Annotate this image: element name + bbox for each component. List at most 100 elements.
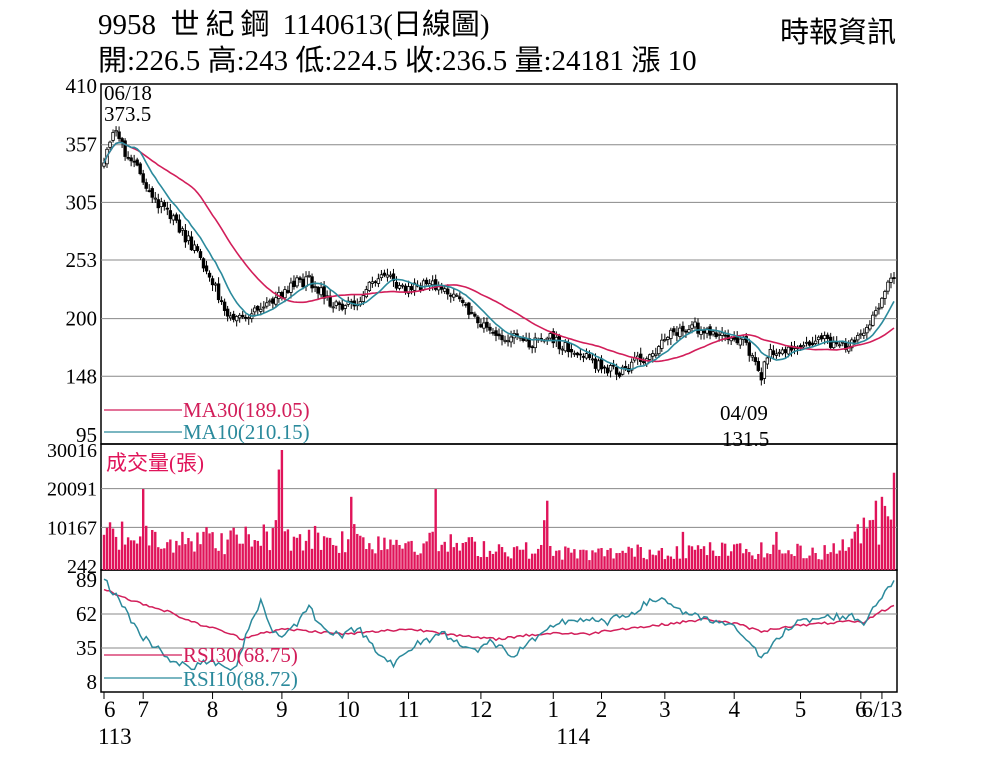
volume-bar [850,538,853,570]
volume-bar [322,536,326,570]
x-tick-label: 7 [137,697,149,722]
volume-bar [132,540,136,570]
x-year-label: 114 [556,724,590,749]
candle-body [810,342,815,346]
volume-bar [268,550,272,570]
volume-bar [799,545,802,570]
candle-body [533,337,537,349]
candle-body [587,354,592,359]
volume-bar [874,500,878,570]
candle-body [503,339,507,342]
volume-bar [778,549,781,570]
volume-bar [193,551,196,570]
volume-bar [238,543,241,570]
candle-body [400,284,405,287]
low-annotation-date: 04/09 [720,401,768,425]
volume-bar [889,519,893,570]
volume-bar [319,549,323,570]
volume-bar [377,536,380,570]
x-tick-label: 8 [207,697,219,722]
volume-bar [736,543,739,570]
candle-body [777,351,782,354]
volume-bar [446,551,449,570]
candle-body [675,332,679,336]
volume-bar [597,548,600,570]
volume-bar [129,540,133,570]
volume-value: 量:24181 [514,45,625,77]
volume-bar [570,552,573,570]
volume-bar [576,558,579,570]
candle-body [253,307,257,313]
candle-body [485,321,489,328]
candle-body [871,314,875,326]
volume-bar [184,544,187,570]
volume-bar [220,533,223,570]
candle-body [268,300,272,303]
price-tick-label: 305 [66,190,98,214]
volume-bar [497,544,501,570]
rsi10-legend-label: RSI10(88.72) [183,667,298,691]
x-tick-label: 6 [104,697,116,722]
volume-bar [211,532,214,570]
candle-body [473,313,477,317]
volume-bar [672,558,676,570]
candle-body [557,335,562,350]
candle-body [569,349,574,353]
candle-body [262,306,266,309]
candle-body [639,353,643,362]
candle-body [581,355,586,358]
candle-body [156,199,160,209]
volume-bar [552,555,555,570]
price-tick-label: 357 [66,133,98,157]
chart-kind: (日線圖) [383,9,490,41]
volume-bar [681,531,685,570]
volume-bar [289,550,293,570]
candle-body [660,339,664,349]
candle-body [590,358,595,361]
candle-body [629,361,634,371]
volume-bar [286,529,290,570]
candle-body [364,289,369,298]
volume-bar [684,558,688,570]
volume-bar [419,553,422,570]
volume-bar [126,537,130,570]
candle-body [883,291,887,299]
candle-body [412,282,417,291]
candle-body [738,338,742,346]
volume-bar [350,496,353,570]
volume-bar [772,544,775,570]
volume-bars [102,450,896,570]
volume-bar [331,544,335,570]
candle-body [696,322,700,334]
volume-bar [690,546,694,570]
volume-bar [151,529,154,570]
candle-body [801,344,806,348]
volume-bar [425,541,428,570]
candle-body [114,130,118,133]
candle-body [331,306,335,309]
volume-bar [540,544,543,570]
candle-body [506,340,510,343]
ma10-legend-label: MA10(210.15) [183,420,310,444]
volume-bar [353,524,356,570]
candle-body [521,337,525,341]
volume-bar [437,551,440,570]
volume-bar [645,559,648,570]
candle-body [759,372,764,381]
candle-body [138,163,142,175]
candle-body [295,277,299,287]
candle-body [819,335,824,340]
chart-title: 9958 世紀鋼 1140613(日線圖) [98,10,490,40]
candle-body [464,303,468,306]
candle-body [672,328,676,333]
candle-body [337,302,341,306]
volume-bar [732,544,736,570]
rsi-tick-label: 35 [76,636,97,660]
candle-body [409,286,414,290]
volume-bar [141,489,145,570]
volume-bar [841,539,844,570]
volume-bar [380,550,383,570]
volume-bar [533,553,537,570]
candle-body [880,297,884,308]
volume-bar [365,549,368,570]
